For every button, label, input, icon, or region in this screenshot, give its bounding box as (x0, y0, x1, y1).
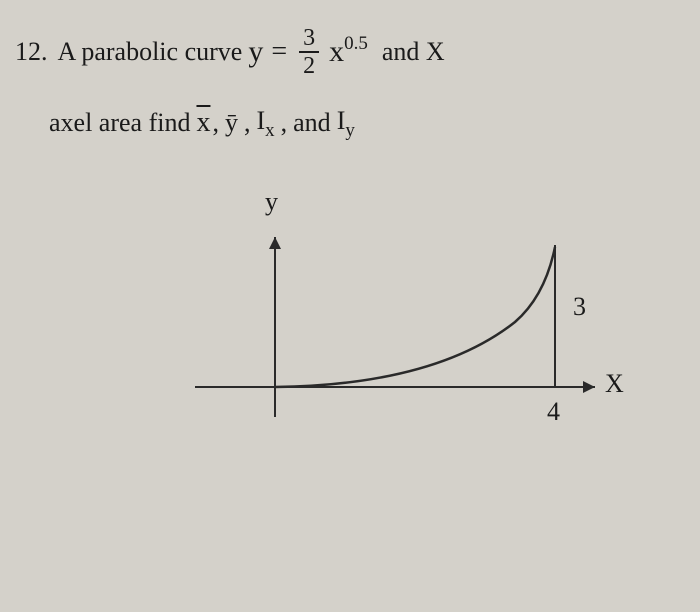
problem-text-1: A parabolic curve (58, 37, 243, 67)
Ix-sub: x (265, 120, 275, 141)
x-bar: x (196, 107, 210, 139)
y-axis-arrow (269, 237, 281, 249)
problem-text-2: and X (382, 37, 445, 67)
comma-1: , (212, 108, 219, 138)
problem-line-1: 12. A parabolic curve y = 3 2 x0.5 and X (15, 25, 685, 80)
y-bar: ȳ (225, 108, 238, 138)
Iy-term: Iy (337, 106, 355, 141)
eq-sign: = (271, 36, 287, 68)
frac-numerator: 3 (299, 25, 319, 51)
x-axis-label: X (605, 369, 624, 399)
power-term: x0.5 (329, 35, 368, 69)
problem-text-3: axel area find (49, 108, 190, 138)
diagram: y X 3 4 (195, 177, 635, 487)
Iy-sub: y (345, 120, 355, 141)
power-base: x (329, 35, 344, 68)
eq-lhs: y (248, 35, 263, 69)
comma-2: , (244, 108, 251, 138)
y-axis-label: y (265, 187, 278, 217)
fraction: 3 2 (299, 25, 319, 80)
Ix-base: I (256, 106, 265, 135)
problem-line-2: axel area find x , ȳ, Ix, and Iy (49, 106, 685, 141)
x-value-label: 4 (547, 397, 560, 427)
y-value-label: 3 (573, 292, 586, 322)
problem-text-4: and (293, 108, 331, 138)
power-exponent: 0.5 (344, 33, 368, 54)
problem-number: 12. (15, 37, 48, 67)
comma-3: , (281, 108, 288, 138)
parabola-curve (275, 247, 555, 387)
x-axis-arrow (583, 381, 595, 393)
frac-denominator: 2 (299, 53, 319, 79)
Ix-term: Ix (256, 106, 274, 141)
diagram-svg (195, 177, 635, 487)
